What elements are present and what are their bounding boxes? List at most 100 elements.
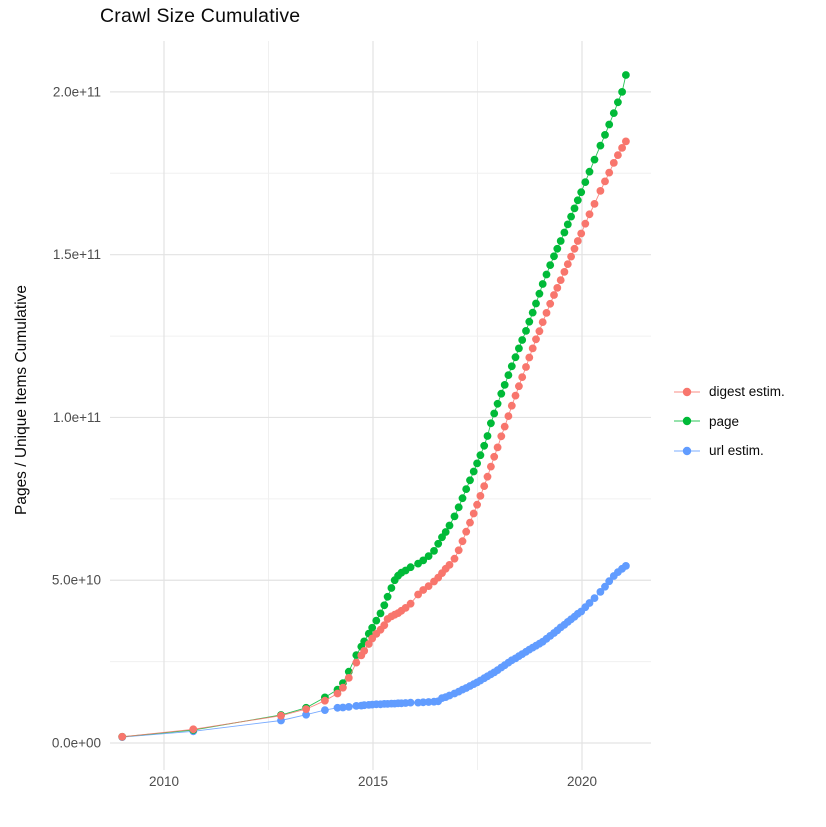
data-point xyxy=(507,362,516,371)
data-point xyxy=(525,317,534,326)
data-point xyxy=(590,200,599,208)
legend-label: url estim. xyxy=(709,443,764,459)
legend: digest estim. page url estim. xyxy=(673,377,785,466)
series-points-page xyxy=(118,71,630,741)
data-point xyxy=(466,518,474,527)
legend-key-icon xyxy=(674,446,700,455)
data-point xyxy=(321,696,329,705)
data-point xyxy=(618,88,626,96)
data-point xyxy=(339,683,347,692)
data-point xyxy=(450,554,459,563)
x-tick-label: 2010 xyxy=(149,774,179,789)
data-point xyxy=(497,389,506,398)
data-point xyxy=(563,220,572,229)
data-point xyxy=(118,732,127,741)
y-tick-label: 1.5e+11 xyxy=(53,247,101,262)
data-point xyxy=(387,584,396,592)
data-point xyxy=(372,616,381,625)
data-point xyxy=(518,336,527,344)
data-point xyxy=(522,363,530,371)
legend-label: digest estim. xyxy=(709,384,785,400)
data-point xyxy=(277,711,285,720)
data-point xyxy=(419,556,428,565)
data-point xyxy=(605,577,614,586)
data-point xyxy=(414,590,422,599)
data-point xyxy=(469,467,478,476)
data-point xyxy=(560,268,569,276)
data-point xyxy=(500,381,509,389)
data-point xyxy=(570,204,579,213)
data-point xyxy=(528,344,537,353)
data-point xyxy=(553,284,562,292)
data-point xyxy=(567,212,575,221)
data-point xyxy=(525,353,534,362)
data-point xyxy=(454,503,463,512)
data-point xyxy=(406,599,415,608)
data-point xyxy=(596,141,605,150)
data-point xyxy=(434,539,443,548)
data-point xyxy=(321,706,329,714)
data-point xyxy=(532,335,540,344)
data-point xyxy=(511,391,520,400)
data-point xyxy=(462,527,471,536)
data-point xyxy=(618,144,626,152)
data-point xyxy=(573,237,582,245)
data-point xyxy=(518,373,527,381)
legend-item-url-estim-: url estim. xyxy=(673,436,785,466)
x-tick-label: 2015 xyxy=(358,774,388,789)
data-point xyxy=(535,289,544,298)
data-point xyxy=(469,509,478,518)
data-point xyxy=(466,476,474,485)
data-point xyxy=(528,308,537,317)
data-point xyxy=(585,210,594,219)
series-points-url-estim- xyxy=(118,562,630,741)
data-point xyxy=(581,219,590,228)
data-point xyxy=(490,409,499,418)
y-tick-label: 0.0e+00 xyxy=(52,736,101,751)
data-point xyxy=(462,485,471,493)
data-point xyxy=(483,432,492,440)
data-point xyxy=(458,494,467,503)
data-point xyxy=(344,703,353,711)
data-point xyxy=(352,658,361,667)
data-point xyxy=(550,291,558,299)
data-point xyxy=(424,582,433,590)
y-axis-title: Pages / Unique Items Cumulative xyxy=(13,284,30,516)
data-point xyxy=(441,528,450,536)
data-point xyxy=(511,353,520,362)
data-point xyxy=(493,443,502,452)
data-point xyxy=(376,609,385,618)
data-point xyxy=(542,309,551,317)
data-point xyxy=(585,599,594,607)
legend-item-page: page xyxy=(673,407,785,437)
data-point xyxy=(622,71,630,79)
data-point xyxy=(333,689,342,698)
data-point xyxy=(556,276,565,284)
data-point xyxy=(546,261,555,269)
x-tick-label: 2020 xyxy=(567,774,597,789)
data-point xyxy=(581,178,590,187)
data-point xyxy=(535,327,544,336)
data-point xyxy=(473,459,481,468)
legend-key-icon xyxy=(674,417,700,426)
chart-title: Crawl Size Cumulative xyxy=(100,5,301,27)
data-point xyxy=(487,419,495,428)
data-point xyxy=(480,482,489,490)
data-point xyxy=(473,500,481,509)
data-point xyxy=(507,401,516,410)
data-point xyxy=(424,552,433,560)
data-point xyxy=(590,155,599,164)
data-point xyxy=(483,472,492,481)
data-point xyxy=(596,588,605,596)
data-point xyxy=(601,582,609,591)
data-point xyxy=(522,327,530,335)
data-point xyxy=(577,188,586,197)
data-point xyxy=(622,562,630,570)
data-point xyxy=(480,441,489,450)
data-point xyxy=(596,187,605,195)
data-point xyxy=(302,705,310,713)
data-point xyxy=(493,399,502,408)
